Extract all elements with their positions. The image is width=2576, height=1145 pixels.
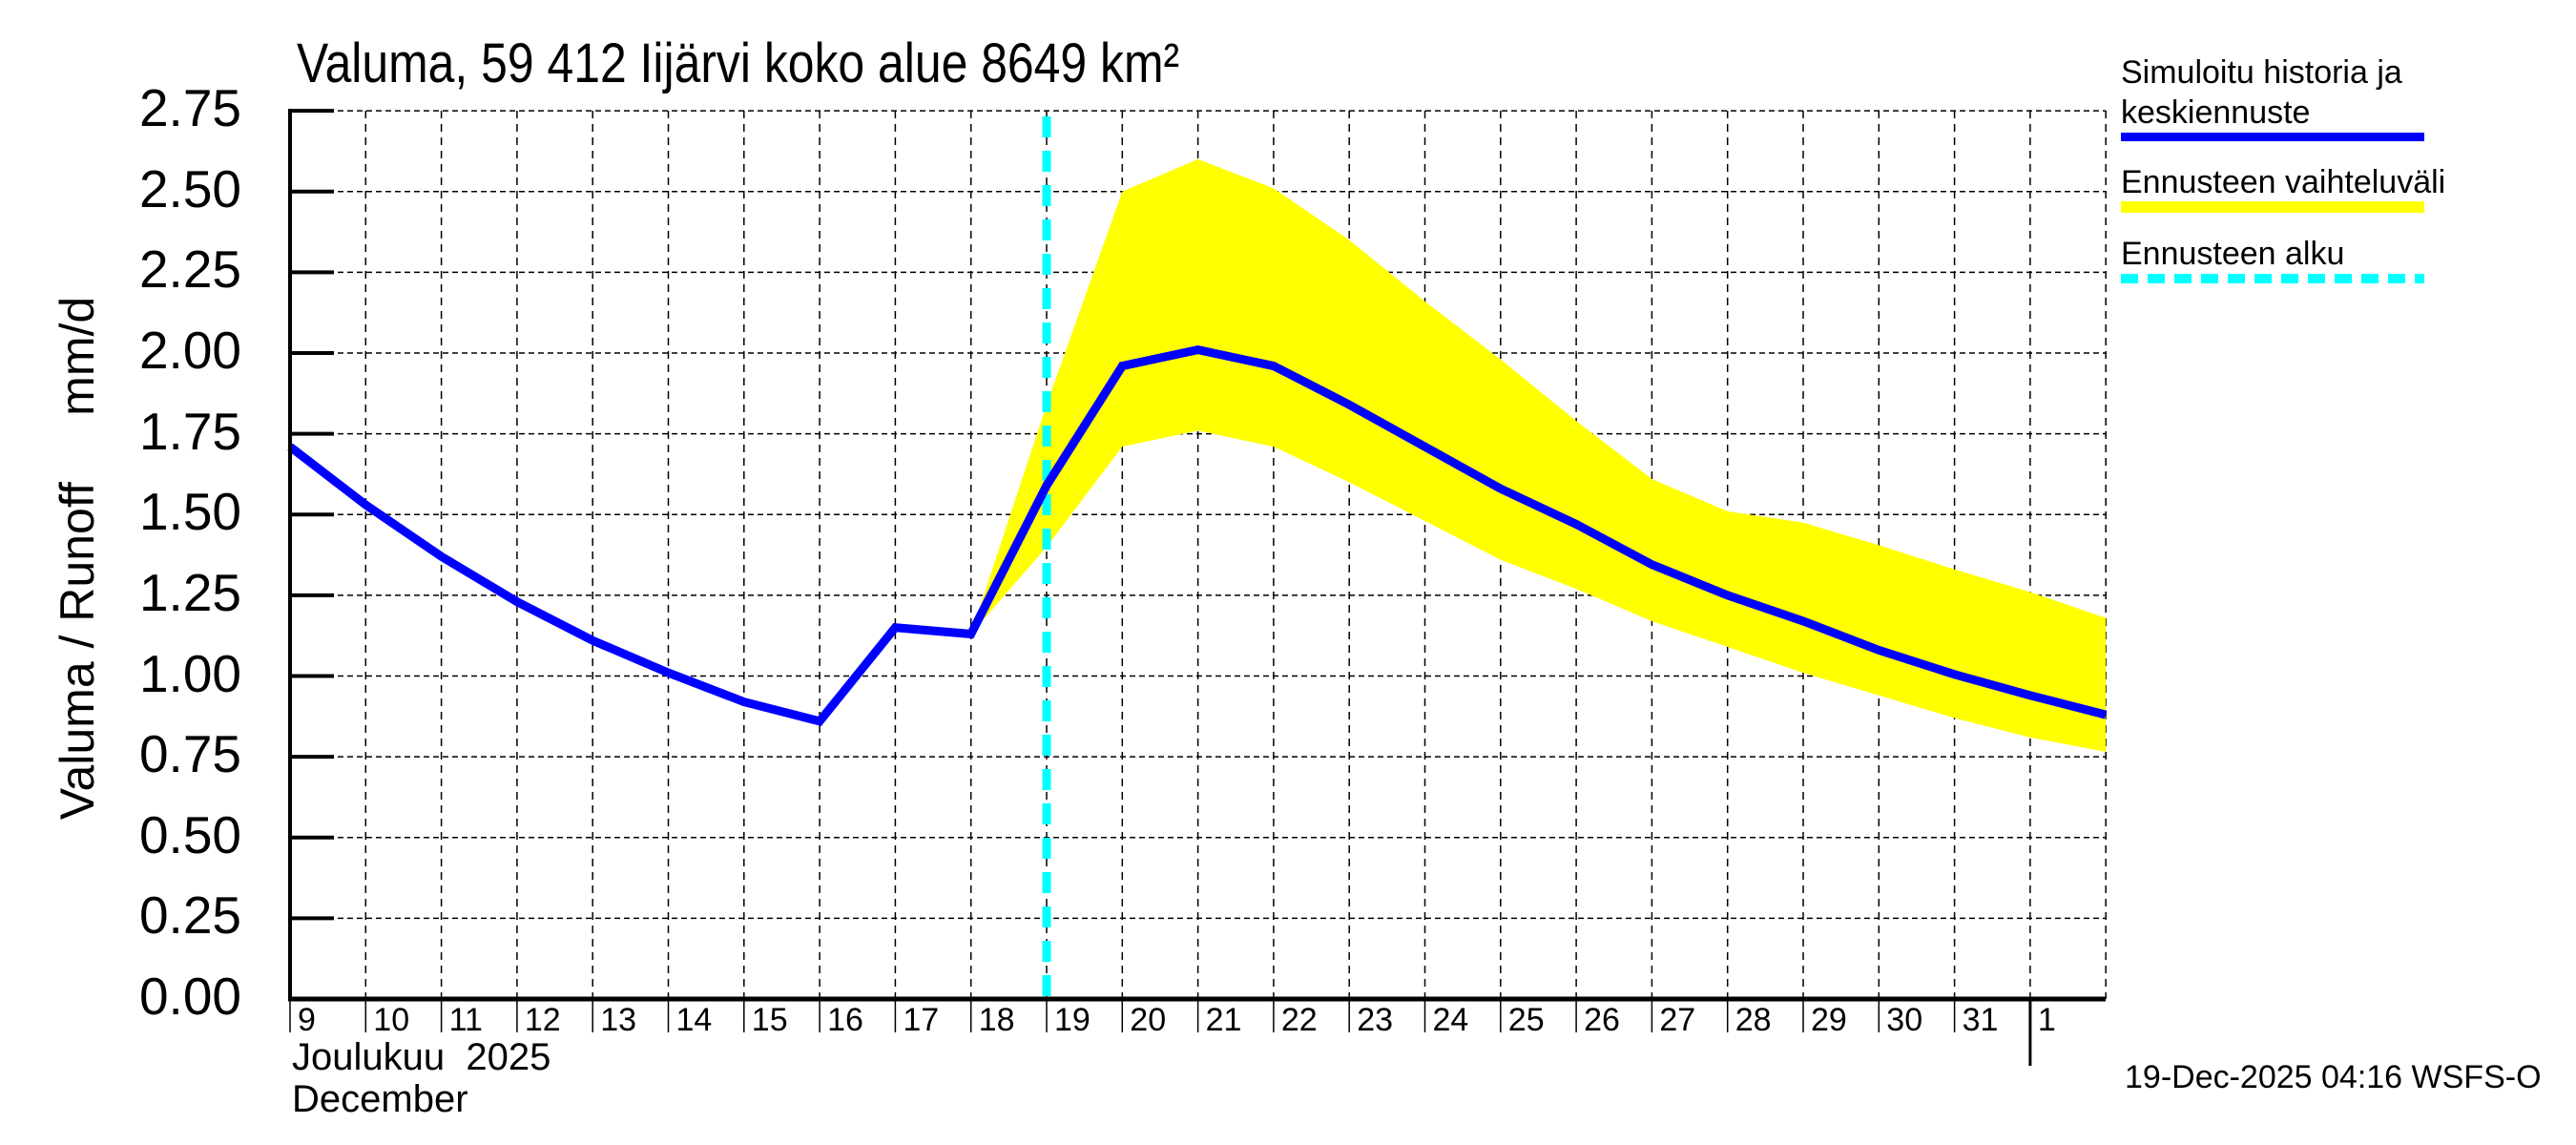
x-tick-label: 17 — [903, 1002, 940, 1038]
legend-median-label-2: keskiennuste — [2121, 94, 2311, 131]
y-tick-label: 1.75 — [138, 401, 241, 461]
x-tick-label: 12 — [524, 1002, 561, 1038]
y-tick-label: 2.25 — [138, 239, 241, 300]
x-tick-label: 28 — [1735, 1002, 1772, 1038]
legend-swatches — [2121, 133, 2424, 283]
y-tick-label: 2.50 — [138, 158, 241, 219]
y-tick-label: 2.00 — [138, 321, 241, 380]
x-tick-label: 23 — [1357, 1002, 1394, 1038]
chart-title: Valuma, 59 412 Iijärvi koko alue 8649 km… — [297, 32, 1180, 94]
x-tick-label: 16 — [827, 1002, 863, 1038]
x-tick-label: 21 — [1205, 1002, 1242, 1038]
x-axis-month-fi: Joulukuu 2025 — [292, 1036, 551, 1078]
y-tick-label: 0.75 — [138, 724, 241, 784]
x-tick-label: 9 — [298, 1002, 316, 1038]
x-tick-label: 10 — [373, 1002, 410, 1038]
median-line — [287, 345, 2108, 726]
y-tick-label: 1.25 — [138, 562, 241, 622]
x-tick-label: 25 — [1507, 1002, 1545, 1038]
x-tick-label: 26 — [1584, 1002, 1620, 1038]
x-tick-label: 1 — [2037, 1002, 2056, 1038]
x-tick-label: 29 — [1811, 1002, 1847, 1038]
x-axis-month-en: December — [292, 1078, 468, 1120]
y-tick-label: 0.00 — [138, 967, 241, 1026]
y-tick-label: 0.25 — [138, 885, 241, 946]
x-tick-label: 19 — [1054, 1002, 1091, 1038]
x-tick-label: 14 — [675, 1002, 713, 1038]
y-tick-label: 1.50 — [138, 482, 241, 542]
x-tick-label: 20 — [1130, 1002, 1167, 1038]
x-tick-label: 22 — [1280, 1002, 1318, 1038]
x-tick-label: 24 — [1432, 1002, 1469, 1038]
y-tick-label: 1.00 — [138, 643, 241, 703]
y-tick-label: 0.50 — [138, 804, 241, 864]
axes — [288, 109, 2106, 1066]
timestamp: 19-Dec-2025 04:16 WSFS-O — [2125, 1059, 2542, 1095]
x-tick-label: 13 — [600, 1002, 637, 1038]
forecast-range-band — [970, 158, 2107, 753]
legend-median-label-1: Simuloitu historia ja — [2121, 54, 2402, 91]
x-tick-label: 15 — [751, 1002, 788, 1038]
x-tick-label: 30 — [1886, 1002, 1923, 1038]
x-tick-label: 27 — [1659, 1002, 1696, 1038]
y-tick-label: 2.75 — [138, 78, 241, 138]
x-tick-label: 11 — [448, 1002, 483, 1038]
legend-forecast-start-label: Ennusteen alku — [2121, 236, 2345, 272]
x-tick-label: 31 — [1962, 1002, 1999, 1038]
x-tick-label: 18 — [978, 1002, 1015, 1038]
legend-band-label: Ennusteen vaihteluväli — [2121, 164, 2446, 200]
